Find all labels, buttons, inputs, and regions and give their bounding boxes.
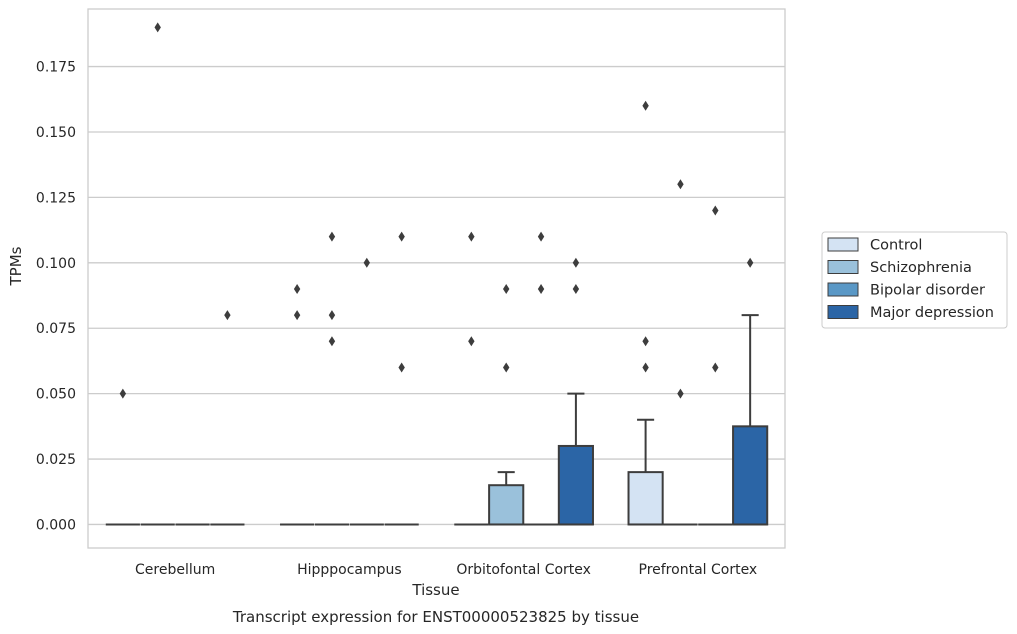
box [280,283,315,526]
box [732,257,769,526]
outlier-point [398,362,405,373]
legend: Control Schizophrenia Bipolar disorder Majo… [821,231,1008,329]
box [454,231,489,526]
legend-swatch [827,282,859,297]
outlier-point [572,257,580,268]
outlier-point [537,283,545,294]
outlier-point [677,388,684,399]
x-tick-label: Orbitofontal Cortex [456,562,591,578]
legend-label: Major depression [870,305,994,321]
box-series [105,22,769,526]
box [488,283,525,526]
outlier-point [642,362,649,373]
x-tick-label: Hipppocampus [297,562,402,578]
outlier-point [537,231,545,242]
box [663,179,698,526]
box [140,22,175,526]
outlier-point [468,231,475,242]
outlier-point [712,362,719,373]
legend-swatch [827,260,859,274]
series-schizophrenia [140,22,698,526]
y-axis-label: TPMs [7,246,25,286]
outlier-point [224,310,231,321]
outlier-point [677,179,684,190]
plot-area-frame [87,8,786,549]
outlier-point [363,257,370,268]
series-bipolar-disorder [175,205,733,526]
x-axis-label: Tissue [411,581,459,599]
x-tick-labels: Cerebellum Hipppocampus Orbitofontal Corte… [135,562,757,578]
box [627,100,664,526]
outlier-point [746,257,754,268]
box [523,231,559,526]
outlier-point [642,100,649,111]
outlier-point [328,310,336,321]
y-tick-label: 0.100 [36,256,76,272]
outlier-point [293,310,301,321]
y-tick-label: 0.000 [36,517,76,533]
legend-label: Bipolar disorder [870,283,985,299]
legend-swatch [827,305,859,319]
x-tick-label: Cerebellum [135,562,215,578]
outlier-point [642,336,649,347]
outlier-point [503,283,510,294]
outlier-point [328,231,336,242]
y-tick-label: 0.025 [36,452,76,468]
gridlines [88,65,785,526]
y-tick-labels: 0.000 0.025 0.050 0.075 0.100 0.125 0.150 0.175 [36,60,76,534]
y-tick-label: 0.050 [36,387,76,403]
outlier-point [468,336,475,347]
outlier-point [572,283,580,294]
outlier-point [328,336,336,347]
box [384,231,419,526]
outlier-point [119,388,127,399]
box [349,257,384,526]
y-tick-label: 0.175 [36,60,76,76]
outlier-point [293,283,301,294]
box [698,205,733,526]
box-body [488,484,525,526]
box [210,310,245,526]
legend-frame [821,231,1008,329]
y-tick-label: 0.125 [36,190,76,206]
x-tick-label: Prefrontal Cortex [639,562,758,578]
box [557,257,594,526]
outlier-point [154,22,161,33]
series-major-depression [210,231,769,526]
legend-label: Schizophrenia [870,260,972,276]
box-body [627,471,664,526]
box-body [557,444,594,526]
box [105,388,140,526]
outlier-point [503,362,510,373]
y-tick-label: 0.075 [36,321,76,337]
y-tick-label: 0.150 [36,125,76,141]
chart-caption: Transcript expression for ENST0000052382… [232,608,639,626]
legend-label: Control [870,238,922,254]
box [314,231,350,526]
series-control [105,100,664,526]
legend-swatch [827,237,859,252]
outlier-point [712,205,719,216]
outlier-point [398,231,405,242]
box-body [732,425,769,526]
